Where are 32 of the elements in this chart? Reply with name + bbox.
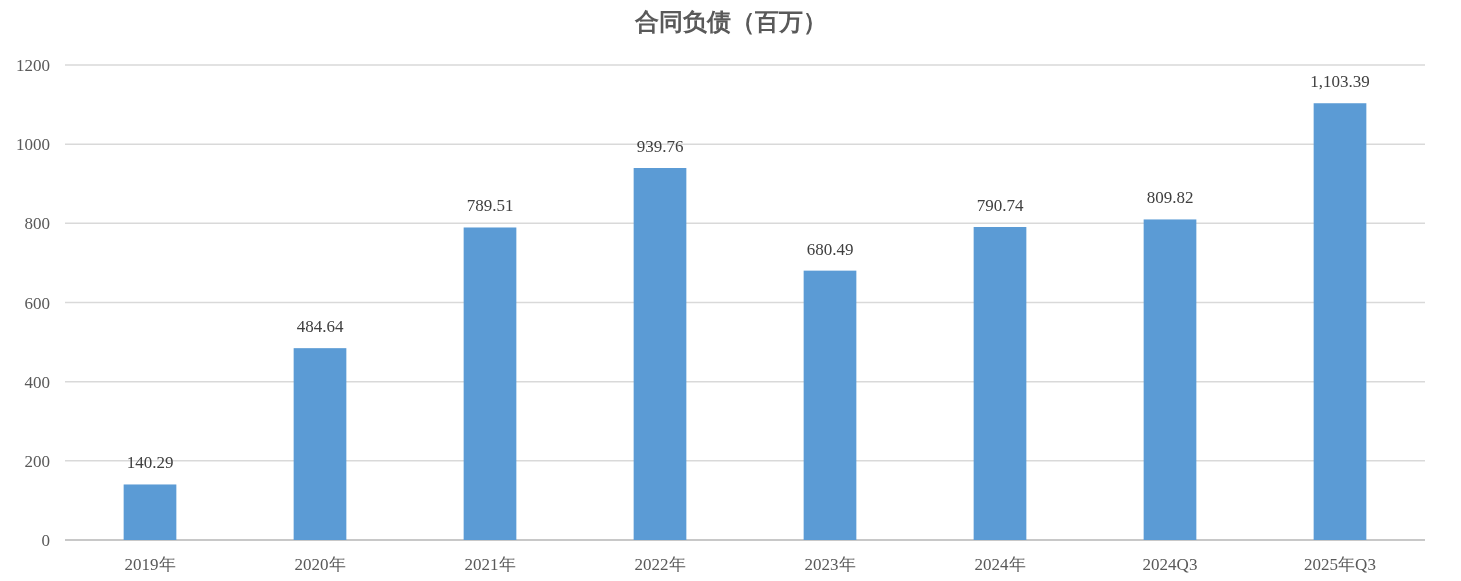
bar [633, 168, 687, 540]
bar [803, 270, 857, 540]
bar [1143, 219, 1197, 540]
bar [1313, 103, 1367, 540]
data-label: 140.29 [126, 453, 174, 473]
data-label: 939.76 [636, 137, 684, 157]
x-tick-label: 2024年 [974, 555, 1026, 574]
bar [463, 227, 517, 540]
x-tick-label: 2023年 [804, 555, 856, 574]
y-tick-label: 800 [24, 214, 50, 234]
x-tick-label: 2022年 [634, 555, 686, 574]
data-label: 1,103.39 [1310, 72, 1370, 92]
y-tick-label: 200 [24, 451, 50, 471]
y-tick-label: 1000 [16, 135, 50, 155]
data-label: 809.82 [1146, 188, 1194, 208]
bar [973, 227, 1027, 540]
x-tick-label: 2024Q3 [1142, 555, 1198, 574]
data-label: 680.49 [806, 239, 854, 259]
y-tick-label: 600 [24, 293, 50, 313]
x-tick-label: 2021年 [464, 555, 516, 574]
x-tick-label: 2019年 [124, 555, 176, 574]
bar [293, 348, 347, 540]
data-label: 789.51 [466, 196, 514, 216]
y-tick-label: 400 [24, 372, 50, 392]
x-tick-label: 2025年Q3 [1304, 555, 1376, 574]
data-label: 484.64 [296, 317, 344, 337]
x-tick-label: 2020年 [294, 555, 346, 574]
y-tick-label: 0 [41, 531, 50, 550]
data-label: 790.74 [976, 196, 1024, 215]
bar [123, 484, 177, 540]
y-tick-label: 1200 [16, 56, 50, 75]
chart-title: 合同负债（百万） [633, 9, 827, 35]
